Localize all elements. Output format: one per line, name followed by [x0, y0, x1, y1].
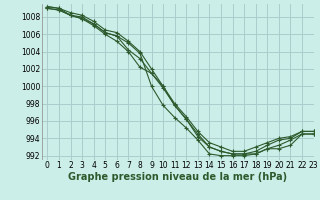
X-axis label: Graphe pression niveau de la mer (hPa): Graphe pression niveau de la mer (hPa) — [68, 172, 287, 182]
